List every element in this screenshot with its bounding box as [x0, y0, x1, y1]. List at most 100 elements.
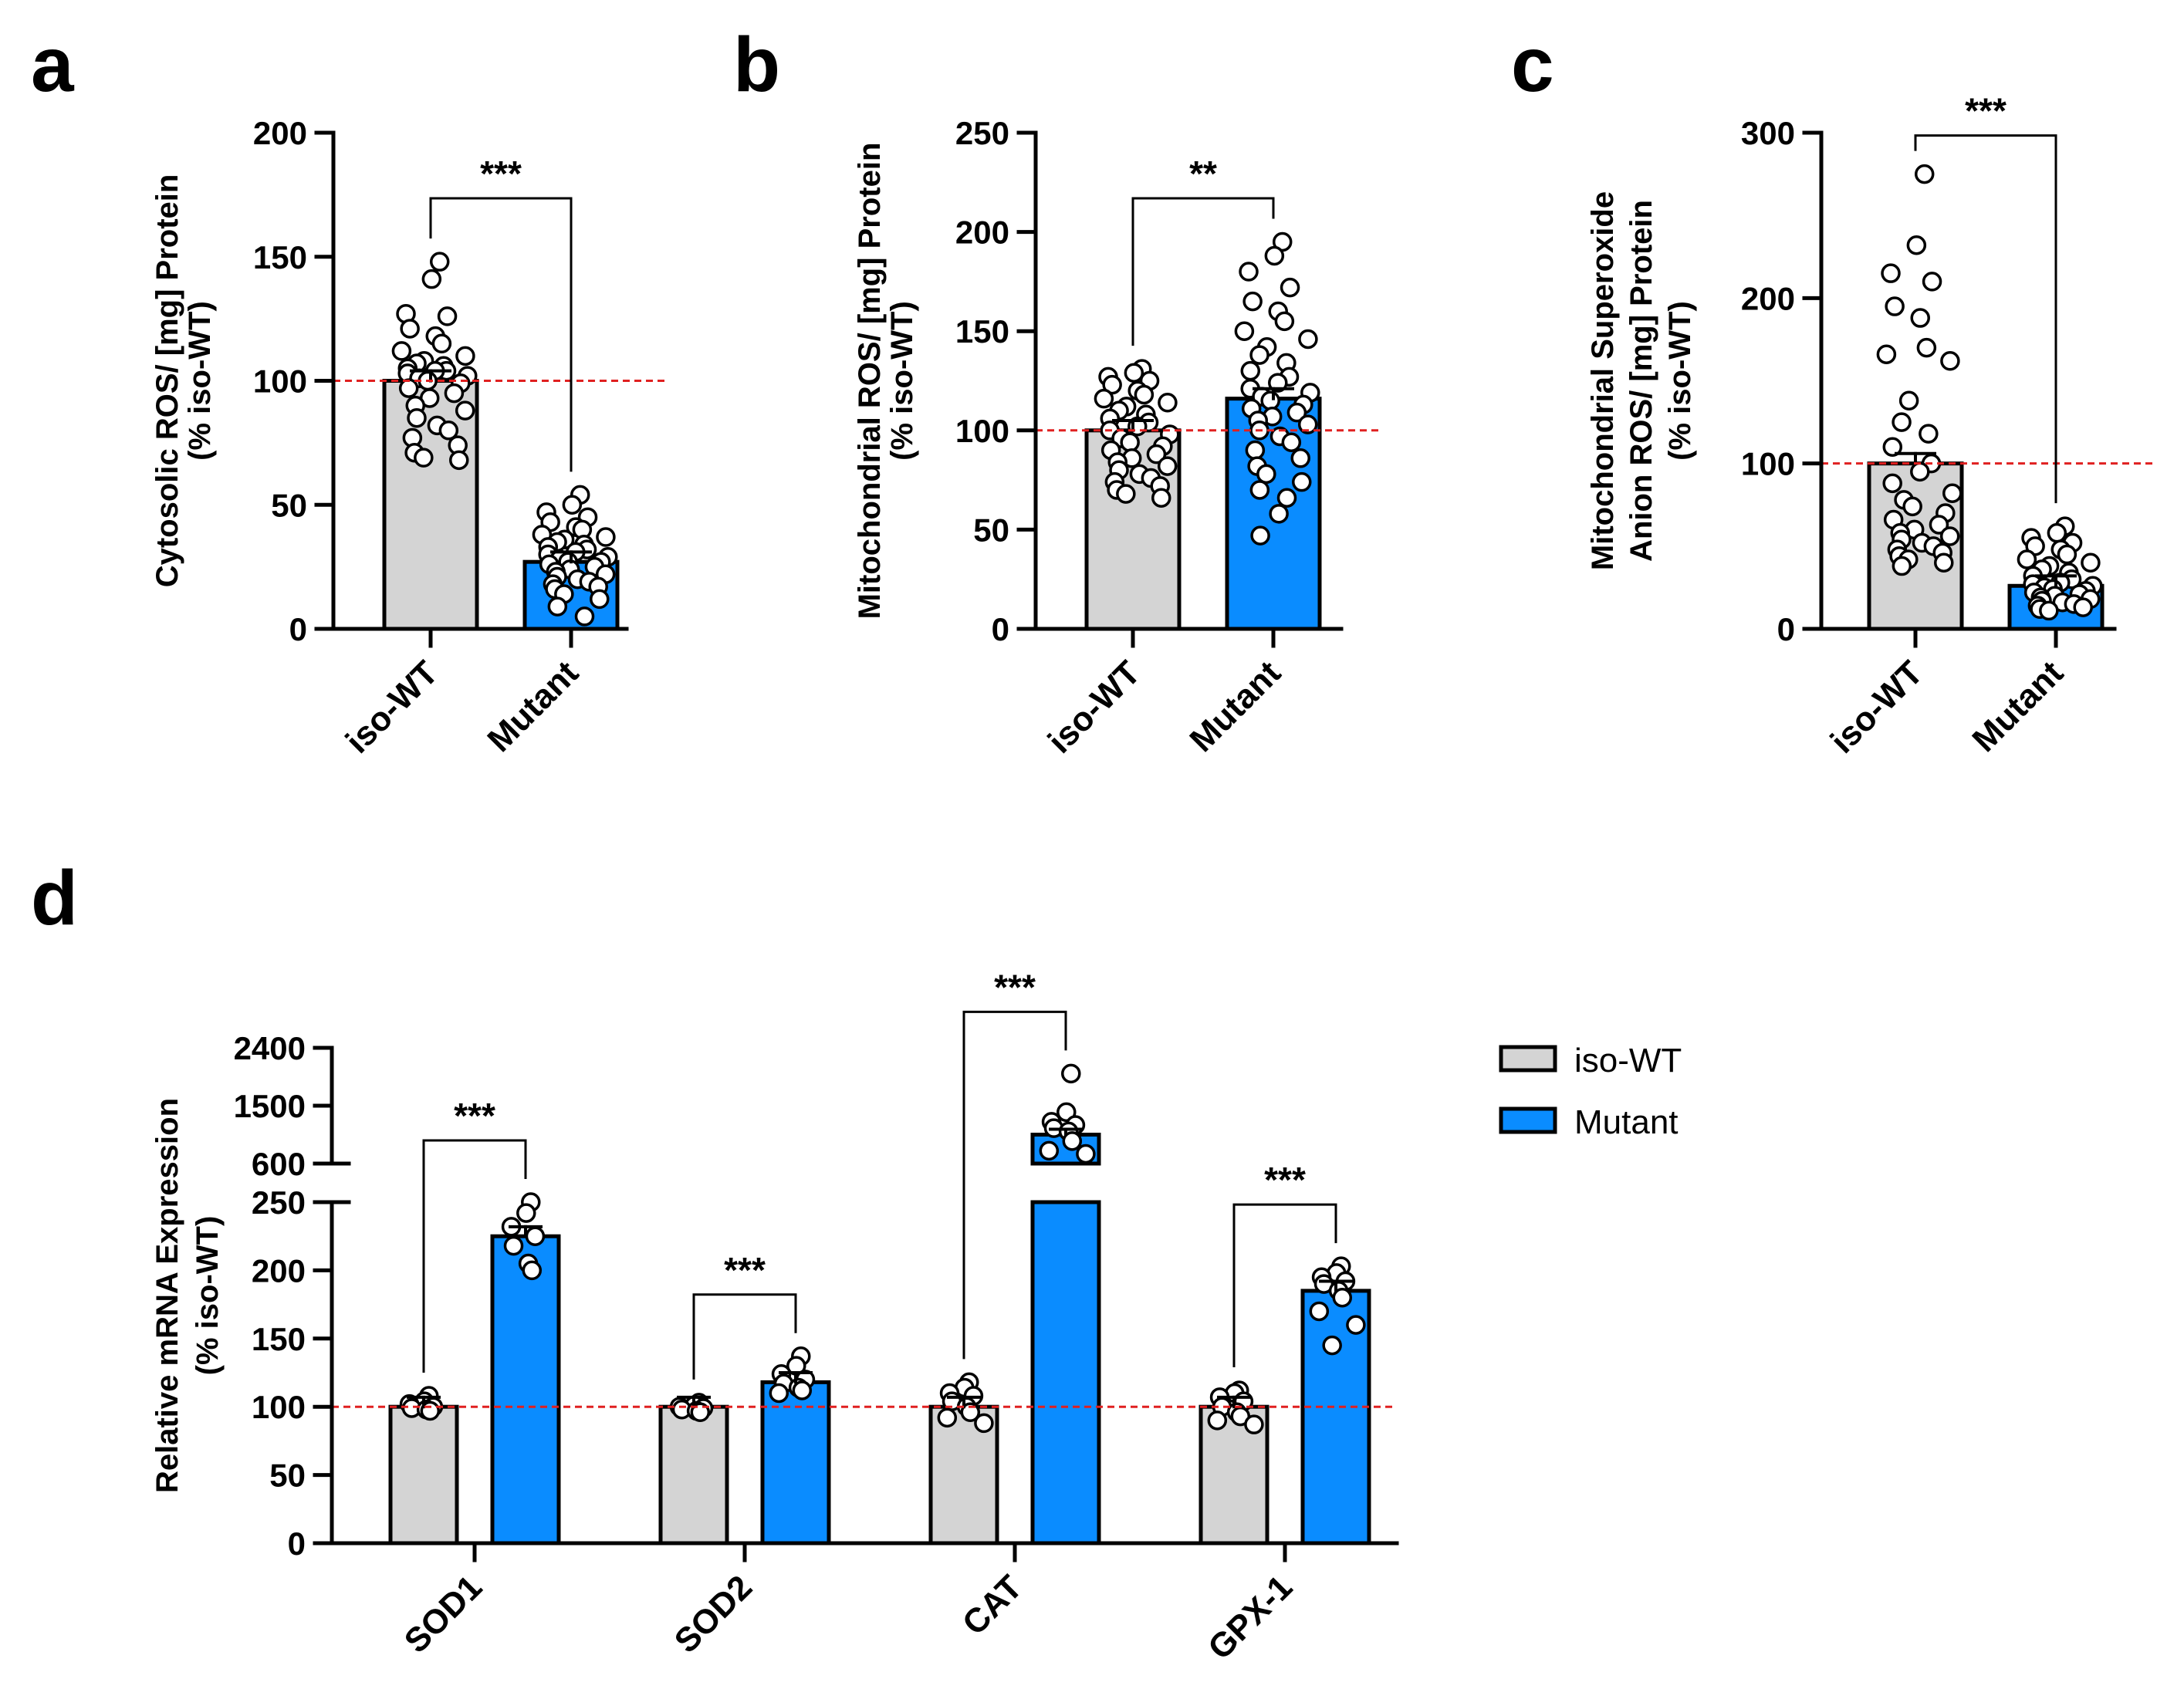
- x-tick-label-a: Mutant: [480, 654, 586, 759]
- significance-label-d: ***: [994, 967, 1036, 1007]
- data-point-a: [391, 341, 412, 361]
- significance-bracket-a: [429, 197, 573, 472]
- significance-label-a: ***: [480, 154, 522, 194]
- data-point-c: [2073, 597, 2093, 617]
- significance-bracket-d: [962, 1010, 1067, 1360]
- data-point-d: [960, 1402, 981, 1423]
- data-point-c: [1929, 515, 1949, 535]
- data-point-a: [444, 383, 465, 404]
- data-point-c: [1881, 263, 1901, 283]
- data-point-b: [1234, 321, 1255, 341]
- data-point-d: [1309, 1301, 1330, 1322]
- data-point-b: [1250, 525, 1270, 546]
- bar-d-sod1-iso-wt: [388, 1404, 459, 1546]
- significance-bracket-d: [422, 1139, 527, 1373]
- y-tick-label-c: 100: [1741, 446, 1795, 482]
- data-point-c: [1882, 473, 1902, 494]
- data-point-d: [792, 1380, 813, 1400]
- panel-label-d: d: [31, 855, 78, 941]
- significance-label-d: ***: [454, 1096, 495, 1136]
- bars-layer: [382, 379, 2105, 1546]
- y-tick-label-c: 300: [1741, 115, 1795, 151]
- data-point-a: [437, 306, 458, 326]
- y-tick-label-c: 200: [1741, 280, 1795, 316]
- data-point-a: [455, 346, 475, 367]
- y-tick-label-c: 0: [1777, 611, 1795, 647]
- data-point-d: [1244, 1414, 1264, 1434]
- data-point-b: [1094, 388, 1114, 409]
- y-tick-label-d: 250: [252, 1184, 306, 1221]
- data-point-a: [547, 596, 568, 617]
- data-point-d: [690, 1402, 711, 1423]
- data-point-c: [2081, 552, 2101, 573]
- data-point-c: [1919, 424, 1939, 444]
- significance-label-d: ***: [1264, 1160, 1306, 1200]
- legend-label-iso-wt: iso-WT: [1574, 1042, 1682, 1079]
- y-tick-label-d: 600: [252, 1146, 306, 1182]
- data-point-c: [1934, 552, 1954, 573]
- data-point-b: [1260, 390, 1280, 410]
- x-tick-label-d: SOD1: [397, 1568, 489, 1660]
- significance-bracket-b: [1131, 197, 1275, 346]
- y-axis-label-a: Cytosolic ROS/ [mg] Protein: [150, 174, 184, 588]
- data-point-a: [398, 378, 419, 398]
- data-point-c: [1940, 351, 1960, 371]
- data-point-c: [2047, 522, 2067, 543]
- data-point-d: [522, 1260, 543, 1281]
- data-point-b: [1116, 484, 1136, 504]
- data-point-b: [1240, 360, 1261, 381]
- x-tick-label-c: Mutant: [1965, 654, 2071, 759]
- y-axis-label-a: (% iso-WT): [183, 301, 217, 461]
- legend-swatch-iso-wt: [1499, 1045, 1557, 1073]
- data-point-a: [414, 448, 434, 468]
- data-point-b: [1124, 363, 1144, 383]
- data-point-c: [2057, 544, 2078, 565]
- data-point-a: [574, 606, 595, 627]
- axes-layer: [313, 130, 2153, 1562]
- legend-swatch-mutant: [1499, 1106, 1557, 1134]
- data-point-c: [1885, 296, 1905, 316]
- data-point-c: [2039, 600, 2059, 621]
- x-tick-label-a: iso-WT: [339, 654, 445, 760]
- y-tick-label-d: 200: [252, 1252, 306, 1289]
- dots-layer: [391, 164, 2103, 1434]
- data-point-a: [562, 495, 583, 515]
- significance-bracket-d: [1232, 1203, 1337, 1367]
- data-point-d: [1062, 1131, 1083, 1151]
- data-point-b: [1264, 245, 1285, 266]
- data-point-b: [1245, 440, 1266, 461]
- data-point-a: [438, 421, 459, 441]
- data-point-c: [1942, 483, 1963, 503]
- y-axis-label-c: Mitochondrial Superoxide: [1586, 191, 1620, 570]
- data-point-a: [421, 269, 442, 289]
- data-point-c: [2017, 549, 2037, 569]
- data-point-d: [974, 1413, 994, 1434]
- bar-d-sod1-mutant: [490, 1234, 561, 1546]
- data-point-c: [1906, 235, 1927, 255]
- data-point-d: [525, 1226, 546, 1246]
- y-tick-label-b: 0: [992, 611, 1009, 647]
- data-point-a: [429, 252, 450, 272]
- y-tick-label-d: 0: [288, 1525, 306, 1562]
- data-point-c: [1898, 390, 1919, 410]
- data-point-b: [1120, 432, 1140, 452]
- data-point-b: [1276, 488, 1297, 508]
- data-point-a: [449, 450, 469, 471]
- y-tick-label-b: 250: [955, 115, 1009, 151]
- y-tick-label-d: 2400: [234, 1030, 306, 1066]
- x-tick-label-d: SOD2: [668, 1568, 759, 1660]
- data-point-d: [1346, 1315, 1366, 1335]
- panel-label-b: b: [733, 22, 780, 108]
- data-point-b: [1292, 471, 1312, 492]
- data-point-b: [1286, 402, 1307, 423]
- legend-label-mutant: Mutant: [1574, 1103, 1679, 1141]
- panel-label-c: c: [1511, 22, 1554, 108]
- significance-bracket-d: [692, 1293, 797, 1380]
- data-point-a: [431, 333, 452, 354]
- data-point-b: [1158, 393, 1178, 413]
- data-point-b: [1297, 414, 1318, 434]
- y-tick-label-a: 100: [253, 363, 307, 400]
- data-point-c: [1939, 526, 1960, 546]
- y-tick-label-a: 200: [253, 115, 307, 151]
